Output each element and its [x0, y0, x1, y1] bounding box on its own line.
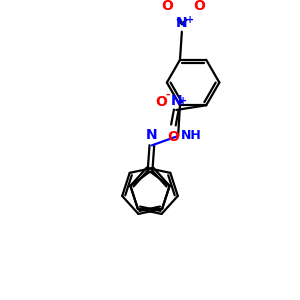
Text: O: O — [193, 0, 205, 13]
Text: -: - — [166, 90, 170, 100]
Text: N: N — [170, 94, 182, 108]
Text: N: N — [146, 128, 158, 142]
Text: +: + — [179, 96, 187, 106]
Text: O: O — [161, 0, 173, 13]
Text: +: + — [186, 16, 194, 26]
Text: N: N — [176, 16, 188, 30]
Text: O: O — [167, 130, 179, 144]
Text: NH: NH — [181, 128, 202, 142]
Text: O: O — [155, 95, 167, 110]
